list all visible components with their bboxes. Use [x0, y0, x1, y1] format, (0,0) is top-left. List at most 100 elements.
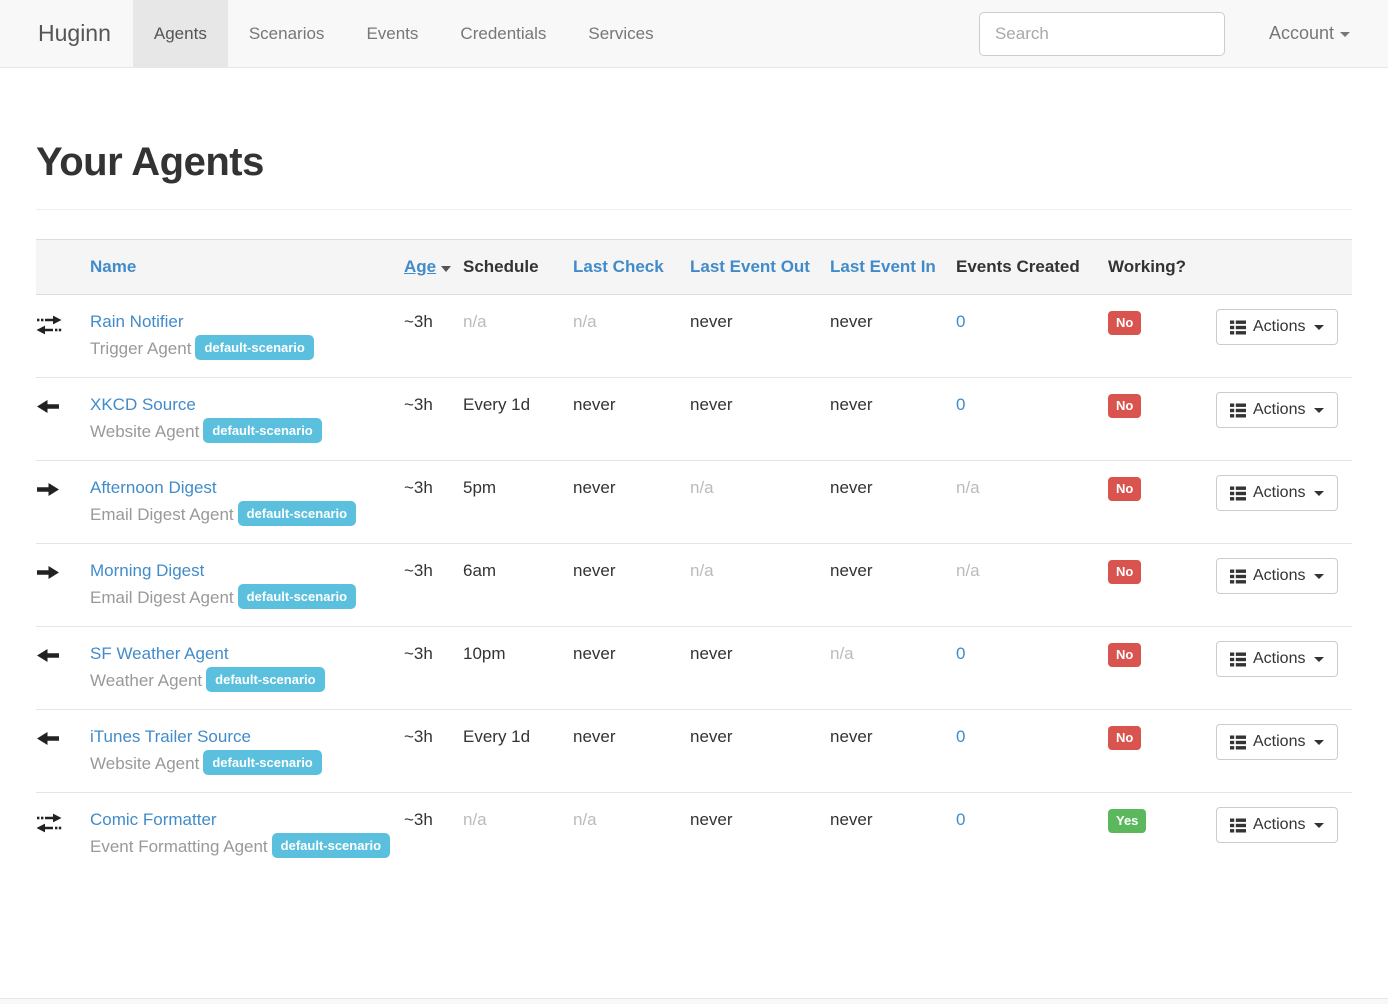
working-cell: No — [1108, 710, 1216, 793]
footer-strip — [0, 998, 1388, 1004]
sort-by-last-event-out-link[interactable]: Last Event Out — [690, 257, 810, 276]
sort-by-last-event-in-link[interactable]: Last Event In — [830, 257, 936, 276]
last-check-cell: n/a — [573, 810, 597, 829]
actions-button[interactable]: Actions — [1216, 558, 1339, 594]
chevron-down-icon — [1340, 31, 1350, 37]
scenario-badge[interactable]: default-scenario — [237, 584, 357, 609]
events-created-count[interactable]: 0 — [956, 810, 966, 829]
arrow-left-icon — [37, 400, 59, 413]
events-created-count[interactable]: n/a — [956, 561, 980, 580]
working-cell: No — [1108, 378, 1216, 461]
events-created-count[interactable]: 0 — [956, 312, 966, 331]
table-row: Comic Formatter Event Formatting Agent de… — [36, 793, 1352, 876]
last-event-in-cell: n/a — [830, 644, 854, 663]
header-working: Working? — [1108, 240, 1216, 295]
nav-item-scenarios[interactable]: Scenarios — [248, 23, 325, 43]
actions-button[interactable]: Actions — [1216, 724, 1339, 760]
top-navbar: Huginn Agents Scenarios Events Credentials S… — [0, 0, 1388, 68]
actions-cell: Actions — [1216, 378, 1352, 461]
agent-type-line: Event Formatting Agent default-scenario — [90, 833, 396, 861]
working-cell: No — [1108, 295, 1216, 378]
agent-name-link[interactable]: Afternoon Digest — [90, 478, 217, 497]
working-status-badge: Yes — [1108, 809, 1147, 833]
agent-name-link[interactable]: Rain Notifier — [90, 312, 184, 331]
events-created-count[interactable]: n/a — [956, 478, 980, 497]
last-event-in-cell: never — [830, 727, 873, 746]
agent-name-cell: Comic Formatter Event Formatting Agent de… — [90, 793, 404, 876]
sort-by-age-link[interactable]: Age — [404, 257, 437, 276]
working-status-badge: No — [1108, 477, 1142, 501]
actions-button[interactable]: Actions — [1216, 641, 1339, 677]
age-cell: ~3h — [404, 644, 433, 663]
table-row: Rain Notifier Trigger Agent default-scena… — [36, 295, 1352, 378]
scenario-badge[interactable]: default-scenario — [206, 667, 325, 692]
events-created-cell: 0 — [956, 793, 1108, 876]
last-check-cell: never — [573, 395, 616, 414]
actions-button-label: Actions — [1253, 484, 1306, 501]
age-cell: ~3h — [404, 727, 433, 746]
events-created-count[interactable]: 0 — [956, 395, 966, 414]
actions-button[interactable]: Actions — [1216, 475, 1339, 511]
agent-name-cell: SF Weather Agent Weather Agent default-sc… — [90, 627, 404, 710]
working-status-badge: No — [1108, 560, 1142, 584]
last-check-cell: never — [573, 478, 616, 497]
table-header-row: Name Age Schedule Last Check Last Event … — [36, 239, 1352, 295]
agent-direction-cell — [36, 378, 90, 461]
agent-type-line: Weather Agent default-scenario — [90, 667, 396, 695]
agents-table: Name Age Schedule Last Check Last Event … — [36, 239, 1352, 875]
scenario-badge[interactable]: default-scenario — [203, 750, 322, 775]
main-content: Your Agents Name Age Schedule Last Check… — [0, 140, 1388, 875]
agent-name-link[interactable]: Comic Formatter — [90, 810, 217, 829]
actions-button-label: Actions — [1253, 401, 1306, 418]
arrow-right-icon — [37, 483, 59, 496]
nav-item-agents[interactable]: Agents — [132, 0, 228, 67]
agent-name-cell: XKCD Source Website Agent default-scenari… — [90, 378, 404, 461]
schedule-cell: n/a — [463, 810, 487, 829]
nav-item-services[interactable]: Services — [588, 23, 654, 43]
sort-by-name-link[interactable]: Name — [90, 257, 137, 276]
events-created-count[interactable]: 0 — [956, 644, 966, 663]
events-created-cell: 0 — [956, 378, 1108, 461]
age-cell: ~3h — [404, 561, 433, 580]
age-cell: ~3h — [404, 312, 433, 331]
agent-name-link[interactable]: XKCD Source — [90, 395, 196, 414]
agent-name-link[interactable]: iTunes Trailer Source — [90, 727, 251, 746]
working-cell: No — [1108, 544, 1216, 627]
search-input[interactable] — [978, 11, 1225, 56]
schedule-cell: 6am — [463, 561, 497, 580]
events-created-cell: 0 — [956, 710, 1108, 793]
account-dropdown[interactable]: Account — [1269, 23, 1350, 44]
sort-by-last-check-link[interactable]: Last Check — [573, 257, 664, 276]
header-schedule: Schedule — [463, 240, 573, 295]
age-cell: ~3h — [404, 478, 433, 497]
nav-item-credentials[interactable]: Credentials — [460, 23, 547, 43]
actions-button[interactable]: Actions — [1216, 392, 1339, 428]
chevron-down-icon — [1314, 739, 1325, 745]
scenario-badge[interactable]: default-scenario — [271, 833, 391, 858]
schedule-cell: 5pm — [463, 478, 497, 497]
working-cell: Yes — [1108, 793, 1216, 876]
agent-name-link[interactable]: Morning Digest — [90, 561, 205, 580]
last-event-in-cell: never — [830, 312, 873, 331]
header-age: Age — [404, 240, 463, 295]
last-event-in-cell: never — [830, 395, 873, 414]
working-status-badge: No — [1108, 311, 1142, 335]
agent-type-label: Weather Agent — [90, 671, 203, 690]
agent-name-link[interactable]: SF Weather Agent — [90, 644, 229, 663]
brand-logo[interactable]: Huginn — [38, 20, 111, 46]
list-icon — [1230, 403, 1246, 417]
last-check-cell: never — [573, 561, 616, 580]
working-cell: No — [1108, 627, 1216, 710]
agent-type-line: Email Digest Agent default-scenario — [90, 501, 396, 529]
chevron-down-icon — [1314, 490, 1325, 496]
schedule-cell: n/a — [463, 312, 487, 331]
scenario-badge[interactable]: default-scenario — [195, 335, 314, 360]
actions-button[interactable]: Actions — [1216, 807, 1339, 843]
nav-item-events[interactable]: Events — [366, 23, 419, 43]
header-last-event-out: Last Event Out — [690, 240, 830, 295]
scenario-badge[interactable]: default-scenario — [237, 501, 357, 526]
actions-button[interactable]: Actions — [1216, 309, 1339, 345]
list-icon — [1230, 569, 1246, 583]
scenario-badge[interactable]: default-scenario — [203, 418, 322, 443]
events-created-count[interactable]: 0 — [956, 727, 966, 746]
